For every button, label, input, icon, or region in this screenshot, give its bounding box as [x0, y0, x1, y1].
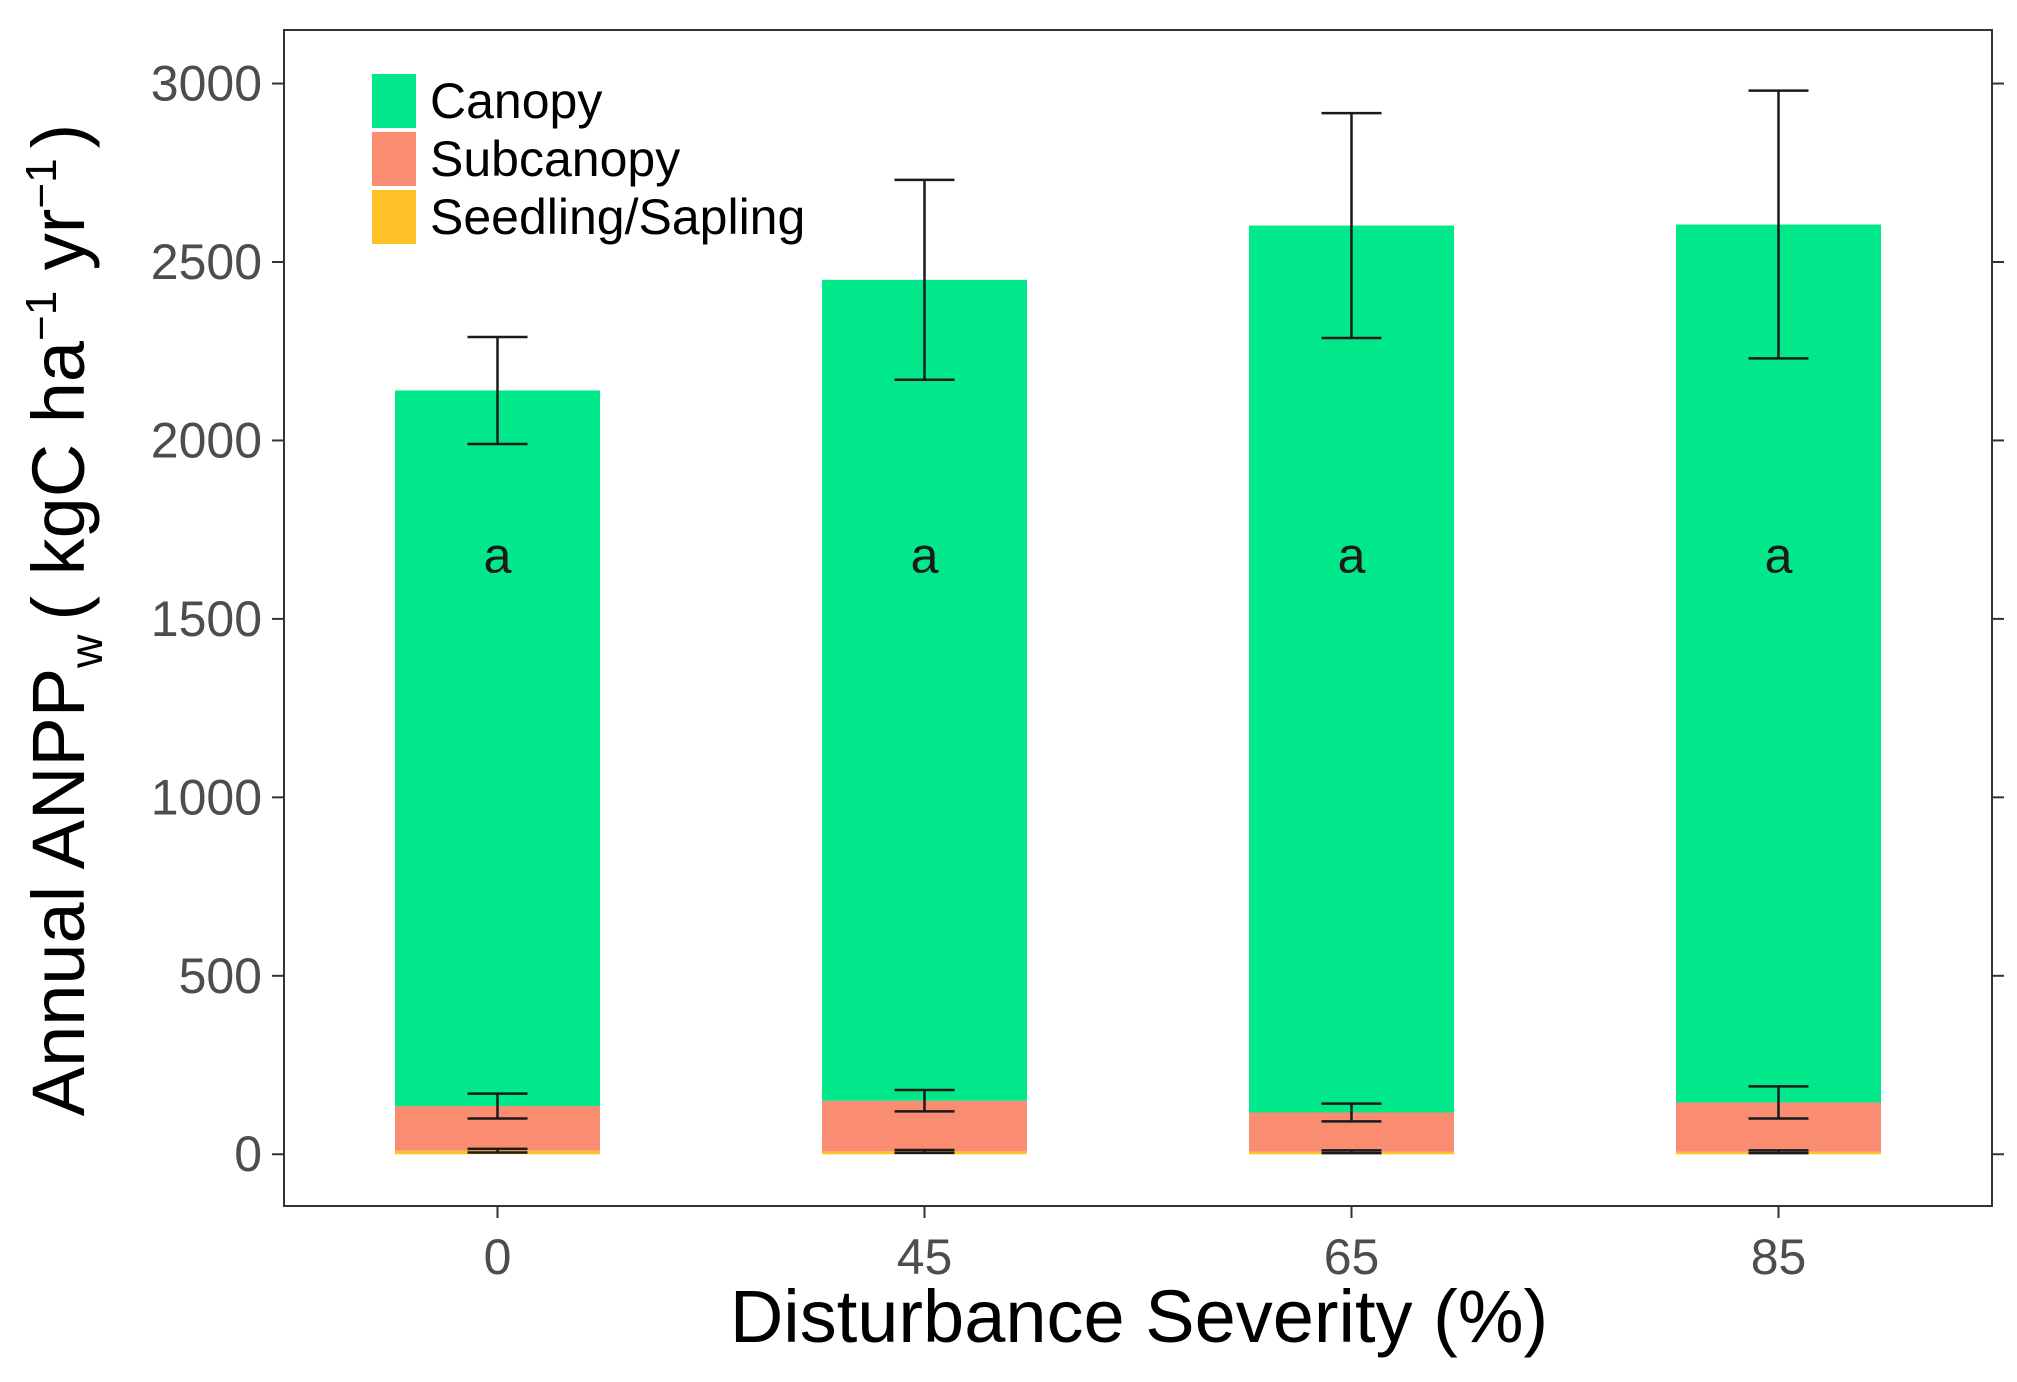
y-tick-label-500: 500	[179, 948, 262, 1004]
legend-label-subcanopy: Subcanopy	[430, 131, 680, 187]
legend-swatch-subcanopy	[372, 132, 416, 186]
legend-swatch-canopy	[372, 74, 416, 128]
bar-canopy-65	[1249, 225, 1454, 1113]
y-tick-label-2500: 2500	[151, 234, 262, 290]
bar-canopy-0	[395, 390, 600, 1107]
bar-canopy-45	[822, 279, 1027, 1101]
y-axis: 0 500 1000 1500 2000 2500 3000	[151, 56, 2004, 1182]
y-axis-title-subscript: w	[60, 634, 112, 669]
x-tick-label-45: 45	[897, 1229, 953, 1285]
x-tick-label-85: 85	[1751, 1229, 1807, 1285]
legend-label-canopy: Canopy	[430, 73, 602, 129]
x-tick-label-65: 65	[1324, 1229, 1380, 1285]
y-axis-title: Annual ANPPw( kgC ha−1 yr−1)	[17, 124, 112, 1117]
y-axis-title-unit-close: )	[17, 124, 100, 149]
y-axis-title-exponent-2: −1	[17, 158, 66, 208]
significance-letter-85: a	[1765, 528, 1793, 584]
y-tick-label-0: 0	[234, 1126, 262, 1182]
y-tick-label-1500: 1500	[151, 591, 262, 647]
legend-label-seedling-sapling: Seedling/Sapling	[430, 189, 805, 245]
significance-letter-65: a	[1338, 528, 1366, 584]
y-tick-label-1000: 1000	[151, 769, 262, 825]
x-axis: 0 45 65 85	[484, 1206, 1807, 1285]
x-axis-title: Disturbance Severity (%)	[730, 1275, 1548, 1358]
legend-swatch-seedling-sapling	[372, 190, 416, 244]
bar-canopy-85	[1676, 224, 1881, 1103]
y-tick-label-2000: 2000	[151, 412, 262, 468]
y-axis-title-main: Annual ANPP	[17, 668, 100, 1116]
bars-layer	[395, 224, 1881, 1155]
significance-letter-0: a	[484, 528, 512, 584]
y-axis-title-unit-open: ( kgC ha	[17, 340, 100, 621]
x-tick-label-0: 0	[484, 1229, 512, 1285]
y-axis-title-exponent-1: −1	[17, 291, 66, 341]
significance-letter-45: a	[911, 528, 939, 584]
error-bars-layer	[467, 89, 1809, 1155]
y-axis-title-unit-mid: yr	[17, 209, 100, 291]
y-tick-label-3000: 3000	[151, 56, 262, 112]
